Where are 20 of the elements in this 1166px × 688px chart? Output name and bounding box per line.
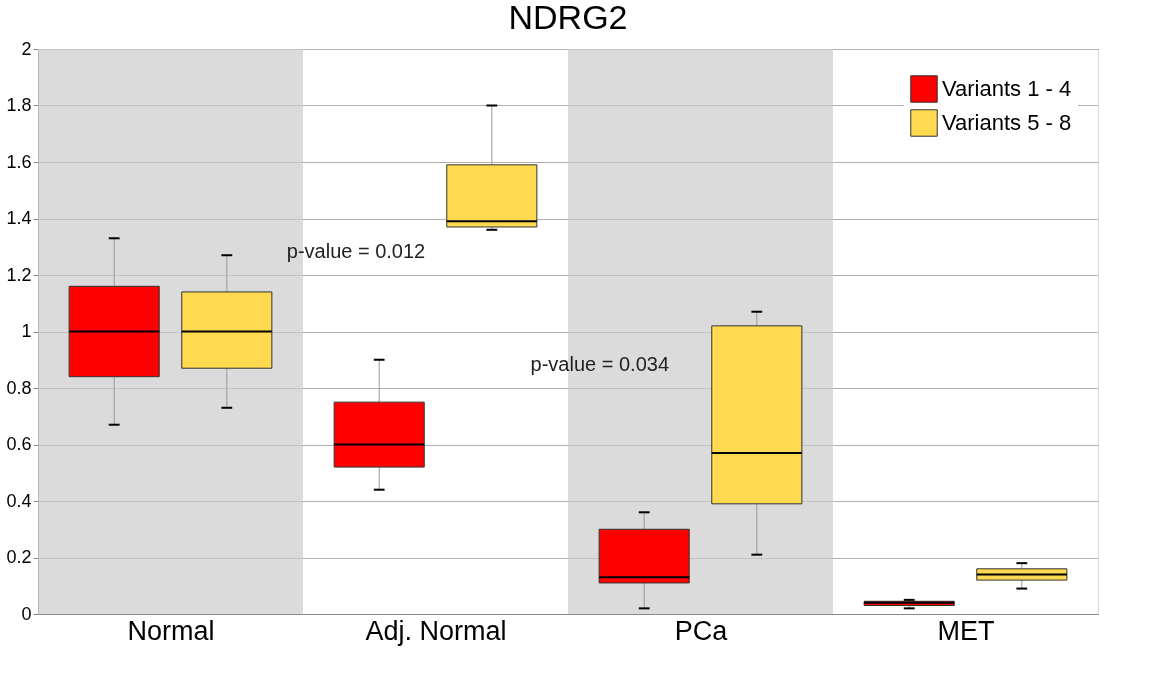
y-tick-label: 1.6 (6, 151, 32, 172)
x-tick-label: Adj. Normal (365, 615, 507, 646)
y-tick-label: 2 (21, 38, 32, 59)
legend-label: Variants 5 - 8 (942, 110, 1072, 135)
annotation: p-value = 0.034 (530, 353, 670, 376)
chart-title: NDRG2 (508, 0, 628, 36)
y-tick-label: 0.4 (6, 490, 32, 511)
legend-label: Variants 1 - 4 (942, 76, 1072, 101)
y-tick-label: 1 (21, 321, 32, 341)
y-tick-label: 0.6 (6, 434, 32, 454)
y-tick-label: 0.2 (6, 547, 32, 567)
y-tick-label: 0 (21, 603, 32, 624)
y-tick-label: 1.8 (6, 95, 32, 115)
annotation: p-value = 0.012 (286, 240, 426, 263)
x-tick-label: Normal (127, 615, 215, 646)
x-tick-label: MET (937, 615, 995, 646)
x-tick-label: PCa (674, 615, 729, 646)
y-tick-label: 1.4 (6, 208, 32, 228)
y-tick-label: 0.8 (6, 377, 32, 398)
y-tick-label: 1.2 (6, 264, 32, 285)
